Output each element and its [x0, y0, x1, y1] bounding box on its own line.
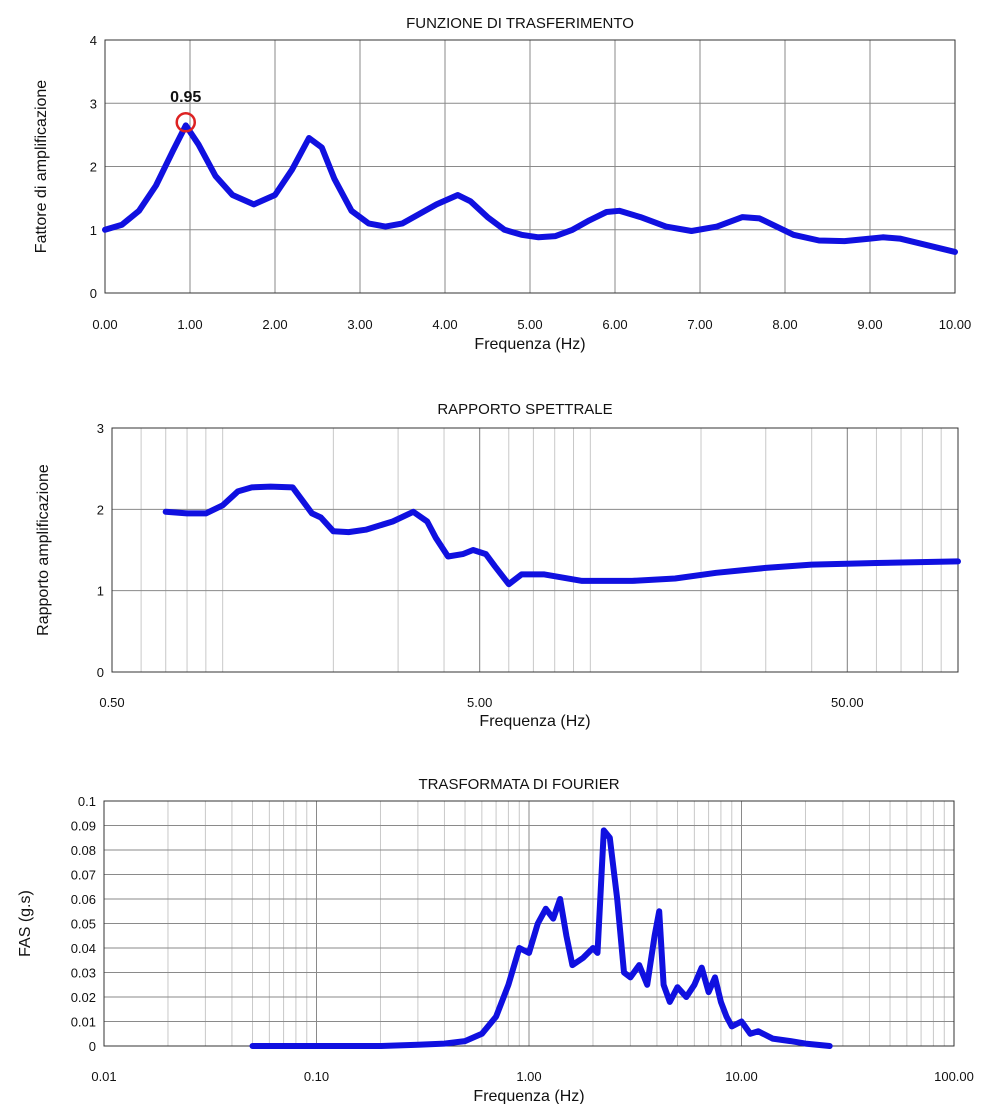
chart-2-x-axis-label: Frequenza (Hz): [479, 713, 590, 730]
chart-2-series-line: [162, 483, 961, 588]
chart-3-x-tick-label: 10.00: [725, 1069, 758, 1084]
chart-1-x-tick-label: 4.00: [432, 317, 457, 332]
chart-1-x-tick-label: 9.00: [857, 317, 882, 332]
chart-1-y-tick-label: 4: [90, 33, 97, 48]
chart-3-title: TRASFORMATA DI FOURIER: [418, 776, 619, 793]
chart-spectral-ratio: RAPPORTO SPETTRALE 0.50 5.00 50.00 0 1 2 3 Frequ…: [0, 380, 986, 735]
chart-1-x-tick-label: 3.00: [347, 317, 372, 332]
chart-1-x-tick-label: 6.00: [602, 317, 627, 332]
chart-1-peak-marker: [175, 111, 196, 133]
chart-3-x-tick-label: 100.00: [934, 1069, 974, 1084]
chart-3-y-tick-label: 0.1: [78, 794, 96, 809]
chart-1-x-tick-label: 10.00: [939, 317, 972, 332]
chart-transfer-function: FUNZIONE DI TRASFERIMENTO 0.00 1.00 2.00 3.0…: [0, 0, 986, 355]
chart-3-x-tick-label: 1.00: [516, 1069, 541, 1084]
chart-3-x-axis-label: Frequenza (Hz): [473, 1088, 584, 1104]
chart-spectral-ratio-plot: RAPPORTO SPETTRALE 0.50 5.00 50.00 0 1 2 3 Frequ…: [35, 401, 961, 730]
chart-3-y-tick-label: 0.08: [71, 843, 96, 858]
chart-3-series-line: [249, 827, 833, 1049]
chart-2-x-tick-label: 5.00: [467, 695, 492, 710]
chart-1-x-axis-label: Frequenza (Hz): [474, 336, 585, 353]
chart-transfer-function-plot: FUNZIONE DI TRASFERIMENTO 0.00 1.00 2.00 3.0…: [33, 15, 972, 353]
chart-3-x-tick-label: 0.10: [304, 1069, 329, 1084]
chart-1-y-axis-label: Fattore di amplificazione: [33, 80, 50, 254]
chart-3-plot-frame: [103, 800, 955, 1047]
chart-fourier-transform: TRASFORMATA DI FOURIER 0.01 0.10 1.00 10.00 1…: [0, 765, 986, 1104]
chart-1-x-tick-label: 1.00: [177, 317, 202, 332]
chart-3-y-tick-label: 0.07: [71, 868, 96, 883]
chart-1-x-tick-label: 7.00: [687, 317, 712, 332]
chart-1-y-tick-label: 3: [90, 96, 97, 111]
chart-1-y-tick-label: 2: [90, 160, 97, 175]
chart-2-x-tick-label: 50.00: [831, 695, 864, 710]
chart-2-title: RAPPORTO SPETTRALE: [437, 401, 612, 418]
chart-1-peak-label: 0.95: [170, 89, 201, 106]
chart-1-plot-frame: [104, 39, 956, 294]
chart-1-x-tick-label: 2.00: [262, 317, 287, 332]
chart-3-y-axis-label: FAS (g.s): [17, 890, 34, 957]
chart-1-x-tick-label: 8.00: [772, 317, 797, 332]
chart-1-x-tick-label: 0.00: [92, 317, 117, 332]
chart-3-y-tick-label: 0.04: [71, 941, 96, 956]
chart-3-y-tick-label: 0.02: [71, 990, 96, 1005]
chart-2-y-axis-label: Rapporto amplificazione: [35, 464, 52, 636]
chart-3-y-tick-label: 0.06: [71, 892, 96, 907]
chart-3-y-tick-label: 0: [89, 1039, 96, 1054]
chart-3-y-tick-label: 0.05: [71, 917, 96, 932]
chart-1-y-tick-label: 0: [90, 286, 97, 301]
chart-2-plot-frame: [111, 427, 959, 673]
chart-3-x-tick-label: 0.01: [91, 1069, 116, 1084]
chart-2-y-tick-label: 0: [97, 665, 104, 680]
chart-2-y-tick-label: 2: [97, 502, 104, 517]
chart-1-x-tick-label: 5.00: [517, 317, 542, 332]
chart-3-y-tick-label: 0.01: [71, 1015, 96, 1030]
chart-1-y-tick-label: 1: [90, 223, 97, 238]
chart-1-title: FUNZIONE DI TRASFERIMENTO: [406, 15, 634, 32]
chart-2-y-tick-label: 3: [97, 421, 104, 436]
chart-2-x-tick-label: 0.50: [99, 695, 124, 710]
chart-1-series-line: [102, 122, 958, 255]
chart-3-y-tick-label: 0.03: [71, 966, 96, 981]
chart-2-y-tick-label: 1: [97, 584, 104, 599]
chart-3-y-tick-label: 0.09: [71, 819, 96, 834]
